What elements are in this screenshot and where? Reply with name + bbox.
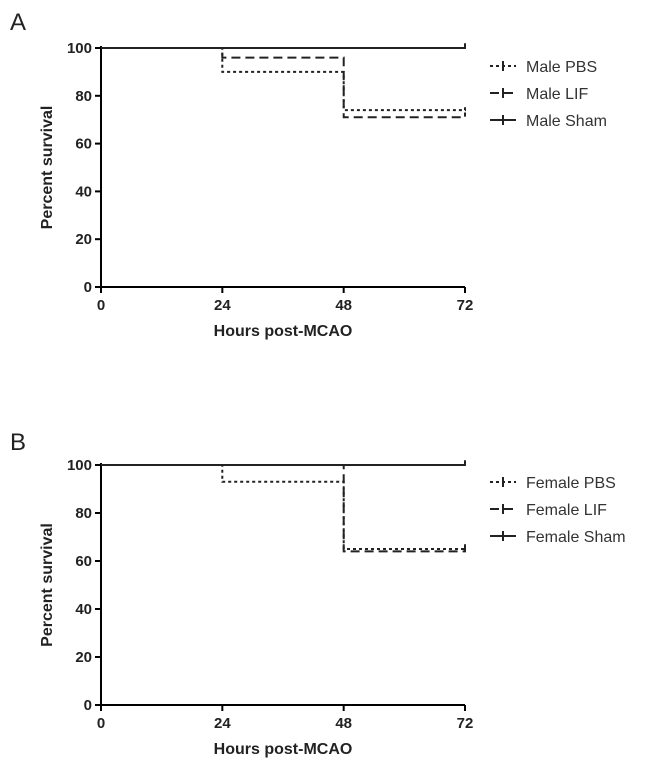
legend-item: Male PBS [490, 59, 597, 76]
x-tick-label: 0 [97, 715, 105, 732]
x-tick-label: 72 [457, 715, 474, 732]
series-line-female-pbs [101, 464, 466, 550]
legend-item: Female LIF [490, 502, 607, 519]
x-tick-label: 48 [335, 297, 352, 314]
panel-label: A [10, 9, 26, 36]
series-line-female-lif [101, 464, 466, 553]
y-tick-label: 0 [84, 279, 92, 296]
legend-label: Female LIF [526, 502, 607, 519]
panel-label: B [10, 429, 26, 456]
x-tick-label: 72 [457, 297, 474, 314]
y-axis-title: Percent survival [39, 106, 56, 230]
x-tick-label: 24 [214, 715, 231, 732]
y-tick-label: 80 [75, 505, 92, 522]
x-tick-label: 48 [335, 715, 352, 732]
series-line-male-pbs [101, 47, 466, 112]
legend-label: Male PBS [526, 59, 597, 76]
legend-label: Male Sham [526, 113, 607, 130]
y-tick-label: 80 [75, 88, 92, 105]
y-tick-label: 60 [75, 553, 92, 570]
x-tick-label: 24 [214, 297, 231, 314]
series-line-female-sham [101, 460, 466, 466]
x-tick-label: 0 [97, 297, 105, 314]
legend-label: Male LIF [526, 86, 588, 103]
x-axis-title: Hours post-MCAO [214, 323, 353, 340]
legend-item: Female Sham [490, 529, 626, 546]
y-tick-label: 20 [75, 231, 92, 248]
y-tick-label: 100 [67, 40, 92, 57]
legend-item: Male Sham [490, 113, 607, 130]
legend-label: Female PBS [526, 475, 616, 492]
legend-item: Male LIF [490, 86, 588, 103]
y-tick-label: 40 [75, 601, 92, 618]
series-line-male-sham [101, 43, 466, 49]
y-tick-label: 40 [75, 183, 92, 200]
legend-label: Female Sham [526, 529, 626, 546]
y-tick-label: 100 [67, 457, 92, 474]
series-line-male-lif [101, 47, 466, 119]
legend-item: Female PBS [490, 475, 616, 492]
y-tick-label: 20 [75, 649, 92, 666]
y-axis-title: Percent survival [39, 523, 56, 647]
y-tick-label: 60 [75, 136, 92, 153]
panel-b: B 0 20 40 60 80 100 0 24 48 72 Hours post-MCAO Perce… [10, 429, 626, 758]
x-axis-title: Hours post-MCAO [214, 741, 353, 758]
y-tick-label: 0 [84, 697, 92, 714]
panel-a: A 0 20 40 60 80 100 0 24 48 72 Hours post-MCAO Perce… [10, 9, 607, 340]
